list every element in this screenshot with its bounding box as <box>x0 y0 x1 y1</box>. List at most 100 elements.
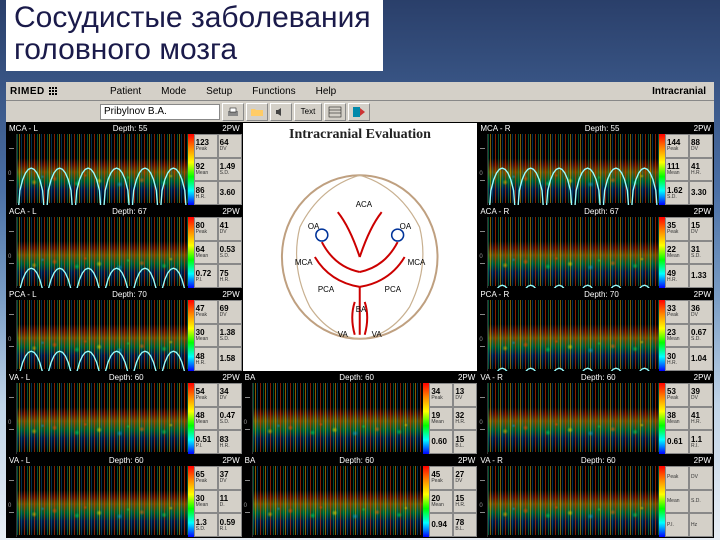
title-line-2: головного мозга <box>14 34 371 66</box>
readout-table: 54Peak34DV48Mean0.47S.D.0.51P.I.83H.R. <box>194 383 242 454</box>
panel-mode: 2PW <box>458 456 475 465</box>
panel-pca-l[interactable]: PCA - L Depth: 70 2PW 0 47Peak69DV30Mean… <box>7 289 242 371</box>
panel-depth: Depth: 60 <box>109 456 144 465</box>
panel-mode: 2PW <box>694 124 711 133</box>
readout-table: 47Peak69DV30Mean1.38S.D.48H.R.1.58 <box>194 300 242 371</box>
label-pca-l: PCA <box>318 285 335 294</box>
panel-mode: 2PW <box>222 373 239 382</box>
evaluation-title: Intracranial Evaluation <box>289 127 431 143</box>
panel-label: MCA - L <box>9 124 38 133</box>
menu-functions[interactable]: Functions <box>242 86 305 97</box>
y-axis: 0 <box>478 123 488 205</box>
readout-table: PeakDVMeanS.D.P.I.Hz <box>665 466 713 537</box>
spectrogram <box>253 466 424 535</box>
panel-va-r-1[interactable]: VA - R Depth: 60 2PW 0 53Peak39DV38Mean4… <box>478 372 713 454</box>
spectrogram-grid: MCA - L Depth: 55 2PW 0 123Peak64DV92Mea… <box>6 122 714 538</box>
title-line-1: Сосудистые заболевания <box>14 2 371 34</box>
readout-table: 144Peak88DV111Mean41H.R.1.62S.D.3.30 <box>665 134 713 205</box>
label-oa-l: OA <box>308 222 320 231</box>
open-button[interactable] <box>246 103 268 121</box>
center-evaluation-panel: Intracranial Evaluation <box>243 123 478 371</box>
panel-va-l-2[interactable]: VA - L Depth: 60 2PW 0 65Peak37DV30Mean1… <box>7 455 242 537</box>
panel-mode: 2PW <box>694 456 711 465</box>
spectrogram <box>488 217 659 286</box>
panel-va-l-1[interactable]: VA - L Depth: 60 2PW 0 54Peak34DV48Mean0… <box>7 372 242 454</box>
readout-table: 45Peak27DV20Mean15H.R.0.9478B.L. <box>429 466 477 537</box>
panel-mode: 2PW <box>222 124 239 133</box>
panel-label: BA <box>245 373 256 382</box>
panel-mode: 2PW <box>222 207 239 216</box>
panel-mca-r[interactable]: MCA - R Depth: 55 2PW 0 144Peak88DV111Me… <box>478 123 713 205</box>
brand-dots-icon <box>49 87 57 95</box>
menu-setup[interactable]: Setup <box>196 86 242 97</box>
spectrogram <box>253 383 424 452</box>
panel-aca-r[interactable]: ACA - R Depth: 67 2PW 0 35Peak15DV22Mean… <box>478 206 713 288</box>
sound-button[interactable] <box>270 103 292 121</box>
panel-ba-1[interactable]: BA Depth: 60 2PW 0 34Peak13DV19Mean32H.R… <box>243 372 478 454</box>
panel-label: ACA - L <box>9 207 37 216</box>
spectrogram <box>17 383 188 452</box>
exit-icon <box>352 106 366 118</box>
panel-depth: Depth: 60 <box>109 373 144 382</box>
panel-mode: 2PW <box>694 373 711 382</box>
y-axis: 0 <box>243 372 253 454</box>
label-mca-l: MCA <box>295 258 313 267</box>
panel-mode: 2PW <box>694 207 711 216</box>
label-aca: ACA <box>356 200 373 209</box>
spectrogram <box>488 383 659 452</box>
readout-table: 80Peak41DV64Mean0.53S.D.0.72P.I.75H.R. <box>194 217 242 288</box>
printer-icon <box>226 106 240 118</box>
label-ba: BA <box>356 305 367 314</box>
panel-depth: Depth: 55 <box>585 124 620 133</box>
readout-table: 123Peak64DV92Mean1.49S.D.86H.R.3.60 <box>194 134 242 205</box>
label-mca-r: MCA <box>408 258 426 267</box>
panel-label: BA <box>245 456 256 465</box>
print-button[interactable] <box>222 103 244 121</box>
panel-pca-r[interactable]: PCA - R Depth: 70 2PW 0 33Peak36DV23Mean… <box>478 289 713 371</box>
mode-button[interactable] <box>324 103 346 121</box>
doppler-application-window: RIMED Patient Mode Setup Functions Help … <box>6 82 714 538</box>
text-button[interactable]: Text <box>294 103 322 121</box>
menu-patient[interactable]: Patient <box>100 86 151 97</box>
panel-depth: Depth: 70 <box>112 290 147 299</box>
panel-label: VA - R <box>480 373 503 382</box>
brand-logo: RIMED <box>10 86 100 97</box>
panel-ba-2[interactable]: BA Depth: 60 2PW 0 45Peak27DV20Mean15H.R… <box>243 455 478 537</box>
label-va-r: VA <box>372 330 383 339</box>
panel-label: VA - L <box>9 373 30 382</box>
slide-title: Сосудистые заболевания головного мозга <box>6 0 383 71</box>
panel-depth: Depth: 60 <box>339 456 374 465</box>
panel-aca-l[interactable]: ACA - L Depth: 67 2PW 0 80Peak41DV64Mean… <box>7 206 242 288</box>
exit-button[interactable] <box>348 103 370 121</box>
y-axis: 0 <box>478 372 488 454</box>
readout-table: 34Peak13DV19Mean32H.R.0.6015B.L. <box>429 383 477 454</box>
panel-mca-l[interactable]: MCA - L Depth: 55 2PW 0 123Peak64DV92Mea… <box>7 123 242 205</box>
readout-table: 65Peak37DV30Mean11D.1.3S.D.0.59R.I. <box>194 466 242 537</box>
panel-depth: Depth: 70 <box>584 290 619 299</box>
panel-depth: Depth: 67 <box>112 207 147 216</box>
panel-depth: Depth: 55 <box>113 124 148 133</box>
patient-name-field[interactable]: Pribylnov B.A. <box>100 104 220 120</box>
panel-label: VA - L <box>9 456 30 465</box>
label-oa-r: OA <box>400 222 412 231</box>
panel-label: ACA - R <box>480 207 509 216</box>
menu-mode[interactable]: Mode <box>151 86 196 97</box>
panel-mode: 2PW <box>222 290 239 299</box>
speaker-icon <box>274 106 288 118</box>
panel-va-r-2[interactable]: VA - R Depth: 60 2PW 0 PeakDVMeanS.D.P.I… <box>478 455 713 537</box>
spectrogram <box>488 134 659 203</box>
readout-table: 33Peak36DV23Mean0.67S.D.30H.R.1.04 <box>665 300 713 371</box>
y-axis: 0 <box>478 455 488 537</box>
y-axis: 0 <box>7 123 17 205</box>
readout-table: 53Peak39DV38Mean41H.R.0.611.1R.I. <box>665 383 713 454</box>
panel-mode: 2PW <box>222 456 239 465</box>
readout-table: 35Peak15DV22Mean31S.D.49H.R.1.33 <box>665 217 713 288</box>
folder-icon <box>250 106 264 118</box>
y-axis: 0 <box>7 372 17 454</box>
panel-mode: 2PW <box>458 373 475 382</box>
spectrogram <box>488 466 659 535</box>
label-va-l: VA <box>338 330 349 339</box>
spectrogram <box>17 300 188 369</box>
menu-help[interactable]: Help <box>306 86 347 97</box>
y-axis: 0 <box>7 455 17 537</box>
